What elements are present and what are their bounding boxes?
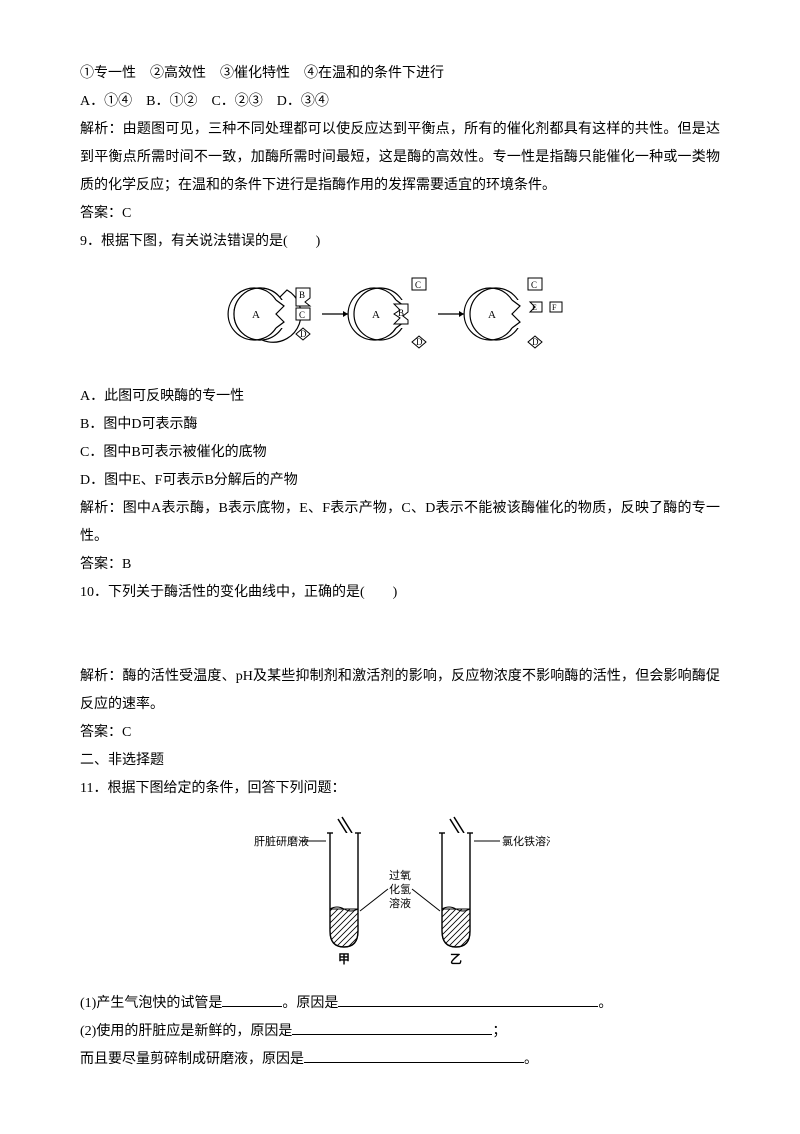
q8-answer: 答案：C bbox=[80, 200, 720, 228]
q8-choices: A．①④ B．①② C．②③ D．③④ bbox=[80, 88, 720, 116]
q11-sub2: (2)使用的肝脏应是新鲜的，原因是 ； bbox=[80, 1018, 720, 1046]
q9-answer: 答案：B bbox=[80, 551, 720, 579]
blank bbox=[222, 1006, 282, 1007]
svg-text:D: D bbox=[300, 329, 307, 339]
q11-sub3-b: 。 bbox=[524, 1052, 538, 1067]
svg-text:C: C bbox=[415, 280, 421, 290]
svg-text:氯化铁溶液: 氯化铁溶液 bbox=[502, 834, 550, 848]
section2-title: 二、非选择题 bbox=[80, 747, 720, 775]
q11-sub2-b: ； bbox=[492, 1024, 506, 1039]
q11-sub1-b: 。原因是 bbox=[282, 996, 338, 1011]
svg-text:E: E bbox=[532, 303, 537, 312]
q11-sub2-a: (2)使用的肝脏应是新鲜的，原因是 bbox=[80, 1024, 292, 1039]
q9-optA: A．此图可反映酶的专一性 bbox=[80, 383, 720, 411]
q8-analysis: 解析：由题图可见，三种不同处理都可以使反应达到平衡点，所有的催化剂都具有这样的共… bbox=[80, 116, 720, 200]
q11-sub1-a: (1)产生气泡快的试管是 bbox=[80, 996, 222, 1011]
q9-diagram: A B C D A B C D bbox=[80, 264, 720, 375]
svg-text:F: F bbox=[552, 303, 557, 312]
q11-stem: 11．根据下图给定的条件，回答下列问题： bbox=[80, 775, 720, 803]
q11-sub1: (1)产生气泡快的试管是 。原因是 。 bbox=[80, 990, 720, 1018]
q9-optD: D．图中E、F可表示B分解后的产物 bbox=[80, 467, 720, 495]
q10-answer: 答案：C bbox=[80, 719, 720, 747]
q11-sub3: 而且要尽量剪碎制成研磨液，原因是 。 bbox=[80, 1046, 720, 1074]
q9-analysis: 解析：图中A表示酶，B表示底物，E、F表示产物，C、D表示不能被该酶催化的物质，… bbox=[80, 495, 720, 551]
q11-sub1-c: 。 bbox=[598, 996, 612, 1011]
svg-text:化氢: 化氢 bbox=[389, 882, 411, 896]
blank bbox=[304, 1062, 524, 1063]
svg-text:过氧: 过氧 bbox=[389, 868, 411, 882]
svg-text:C: C bbox=[299, 310, 305, 320]
svg-text:C: C bbox=[531, 280, 537, 290]
q9-optB: B．图中D可表示酶 bbox=[80, 411, 720, 439]
q10-stem: 10．下列关于酶活性的变化曲线中，正确的是( ) bbox=[80, 579, 720, 607]
svg-text:D: D bbox=[532, 337, 539, 347]
q9-optC: C．图中B可表示被催化的底物 bbox=[80, 439, 720, 467]
svg-text:A: A bbox=[252, 309, 260, 321]
q8-options: ①专一性 ②高效性 ③催化特性 ④在温和的条件下进行 bbox=[80, 60, 720, 88]
svg-text:B: B bbox=[299, 290, 305, 300]
svg-text:肝脏研磨液: 肝脏研磨液 bbox=[254, 834, 309, 848]
svg-text:甲: 甲 bbox=[338, 952, 350, 966]
q9-stem: 9．根据下图，有关说法错误的是( ) bbox=[80, 228, 720, 256]
svg-text:溶液: 溶液 bbox=[389, 896, 411, 910]
svg-text:A: A bbox=[372, 309, 380, 321]
svg-text:乙: 乙 bbox=[450, 952, 462, 966]
blank bbox=[292, 1034, 492, 1035]
q10-analysis: 解析：酶的活性受温度、pH及某些抑制剂和激活剂的影响，反应物浓度不影响酶的活性，… bbox=[80, 663, 720, 719]
q11-sub3-a: 而且要尽量剪碎制成研磨液，原因是 bbox=[80, 1052, 304, 1067]
svg-text:B: B bbox=[398, 308, 404, 318]
svg-text:A: A bbox=[488, 309, 496, 321]
svg-text:D: D bbox=[416, 337, 423, 347]
blank bbox=[338, 1006, 598, 1007]
q11-diagram: 甲 肝脏研磨液 乙 氯化铁溶液 过氧 化氢 溶液 bbox=[80, 811, 720, 982]
